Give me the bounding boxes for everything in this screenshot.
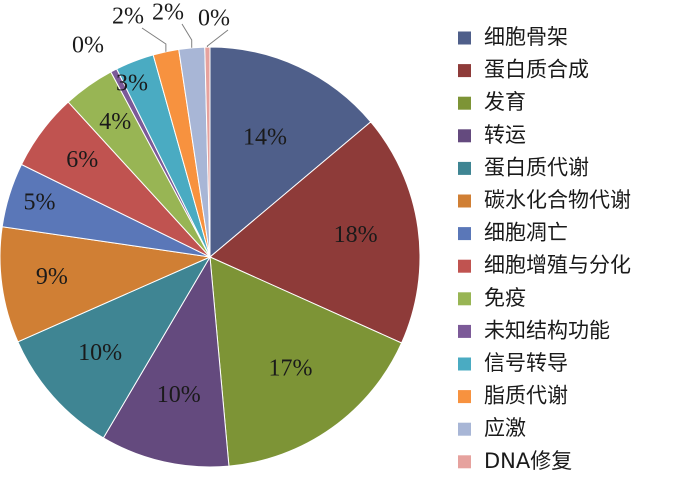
pie-slice-2 (209, 256, 403, 467)
legend-label-7: 细胞增殖与分化 (484, 253, 631, 277)
legend-swatch-1 (458, 64, 471, 78)
leader-line-13 (206, 29, 229, 48)
legend-label-1: 蛋白质合成 (484, 58, 589, 82)
legend-label-11: 脂质代谢 (484, 384, 568, 408)
legend-swatch-2 (458, 96, 471, 110)
slice-label-2: 17% (268, 355, 312, 381)
legend-swatch-12 (458, 422, 471, 436)
legend-label-13: DNA修复 (484, 449, 572, 473)
legend-swatch-13 (458, 455, 471, 469)
slice-label-8: 4% (99, 109, 131, 135)
percentage-labels: 14% 18% 17% 10% 10% 9% 5% 6%4% 0% 3% 2% 2% 0% (23, 0, 377, 408)
legend: 细胞骨架蛋白质合成发育转运蛋白质代谢碳水化合物代谢细胞凋亡细胞增殖与分化免疫未知… (458, 25, 631, 473)
legend-swatch-11 (458, 390, 471, 404)
pie-slice-1 (209, 121, 421, 344)
slice-label-3: 10% (157, 382, 201, 408)
slice-label-6: 5% (23, 190, 55, 216)
legend-swatch-6 (458, 227, 471, 241)
legend-swatch-4 (458, 161, 471, 175)
legend-label-4: 蛋白质代谢 (484, 155, 589, 179)
legend-label-10: 信号转导 (484, 351, 568, 375)
legend-label-9: 未知结构功能 (484, 318, 610, 342)
pie-slice-0 (209, 46, 372, 259)
legend-label-12: 应激 (484, 416, 526, 440)
slice-label-7: 6% (66, 147, 98, 173)
legend-label-8: 免疫 (484, 286, 526, 310)
legend-label-5: 碳水化合物代谢 (484, 188, 631, 212)
slice-label-12: 2% (152, 0, 184, 26)
leader-lines (141, 23, 229, 52)
pie-slice-3 (102, 255, 230, 468)
pie-slice-4 (17, 255, 212, 439)
leader-line-12 (181, 23, 193, 48)
slice-label-11: 2% (112, 4, 144, 30)
legend-label-3: 转运 (484, 123, 526, 147)
slice-label-9: 0% (72, 33, 104, 59)
legend-swatch-0 (458, 31, 471, 45)
legend-label-0: 细胞骨架 (484, 25, 568, 49)
legend-swatch-3 (458, 129, 471, 143)
leader-line-11 (141, 27, 167, 52)
legend-label-2: 发育 (484, 90, 526, 114)
slice-label-10: 3% (116, 71, 148, 97)
pie-slices (0, 46, 421, 468)
slice-label-0: 14% (243, 124, 287, 150)
legend-swatch-10 (458, 357, 471, 371)
slice-label-5: 9% (36, 264, 68, 290)
slice-label-4: 10% (78, 340, 122, 366)
slice-label-1: 18% (334, 222, 378, 248)
legend-swatch-8 (458, 292, 471, 306)
pie-slice-5 (0, 226, 212, 343)
legend-swatch-7 (458, 259, 471, 273)
legend-swatch-5 (458, 194, 471, 208)
legend-label-6: 细胞凋亡 (484, 221, 568, 245)
slice-label-13: 0% (198, 6, 230, 32)
legend-swatch-9 (458, 324, 471, 338)
